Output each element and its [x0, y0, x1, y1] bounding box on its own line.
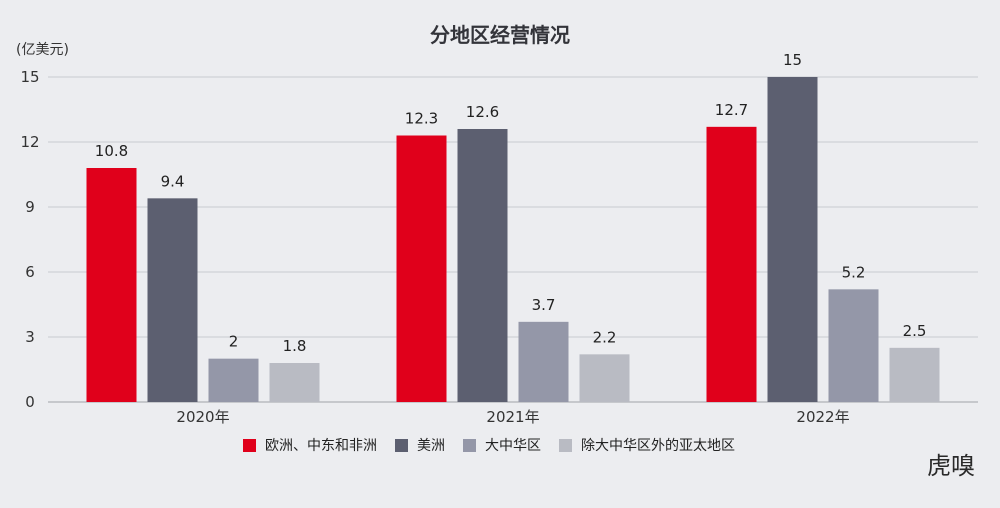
legend-swatch	[463, 439, 476, 452]
legend-swatch	[559, 439, 572, 452]
y-tick-label: 3	[25, 328, 35, 346]
legend-label: 除大中华区外的亚太地区	[581, 438, 735, 454]
data-labels: 10.8 9.4 2 1.8 12.3 12.6 3.7 2.2 12.7 15 5.2 2.5	[95, 51, 927, 355]
gridlines	[48, 76, 978, 403]
y-axis-ticks: 0 3 6 9 12 15	[20, 68, 39, 411]
data-label: 12.7	[715, 101, 748, 119]
legend-swatch	[395, 439, 408, 452]
bar	[706, 126, 757, 402]
legend: 欧洲、中东和非洲 美洲 大中华区 除大中华区外的亚太地区	[243, 438, 735, 454]
x-category-label: 2021年	[486, 408, 539, 426]
data-label: 1.8	[283, 337, 307, 355]
data-label: 10.8	[95, 142, 128, 160]
y-tick-label: 15	[20, 68, 39, 86]
bar	[147, 198, 198, 402]
data-label: 2.2	[593, 328, 617, 346]
bar	[518, 321, 569, 402]
data-label: 12.6	[466, 103, 499, 121]
data-label: 5.2	[842, 263, 866, 281]
bar	[208, 358, 259, 402]
chart-title: 分地区经营情况	[430, 23, 570, 47]
bar	[457, 129, 508, 402]
legend-swatch	[243, 439, 256, 452]
bar	[889, 347, 940, 402]
x-category-label: 2020年	[176, 408, 229, 426]
bar	[767, 77, 818, 402]
data-label: 12.3	[405, 110, 438, 128]
x-category-label: 2022年	[796, 408, 849, 426]
bar	[396, 135, 447, 402]
bar	[828, 289, 879, 402]
x-axis-categories: 2020年 2021年 2022年	[176, 408, 849, 426]
data-label: 2.5	[903, 322, 927, 340]
bar	[269, 363, 320, 402]
bar	[579, 354, 630, 402]
data-label: 15	[783, 51, 802, 69]
watermark-logo: 虎嗅	[927, 452, 975, 480]
bar	[86, 168, 137, 402]
y-axis-unit: (亿美元)	[16, 42, 69, 58]
legend-label: 大中华区	[485, 438, 541, 454]
y-tick-label: 0	[25, 393, 35, 411]
y-tick-label: 9	[25, 198, 35, 216]
data-label: 2	[229, 333, 239, 351]
legend-label: 美洲	[417, 438, 445, 454]
legend-label: 欧洲、中东和非洲	[265, 438, 377, 454]
data-label: 9.4	[161, 172, 185, 190]
y-tick-label: 12	[20, 133, 39, 151]
bars	[86, 77, 940, 402]
data-label: 3.7	[532, 296, 556, 314]
y-tick-label: 6	[25, 263, 35, 281]
